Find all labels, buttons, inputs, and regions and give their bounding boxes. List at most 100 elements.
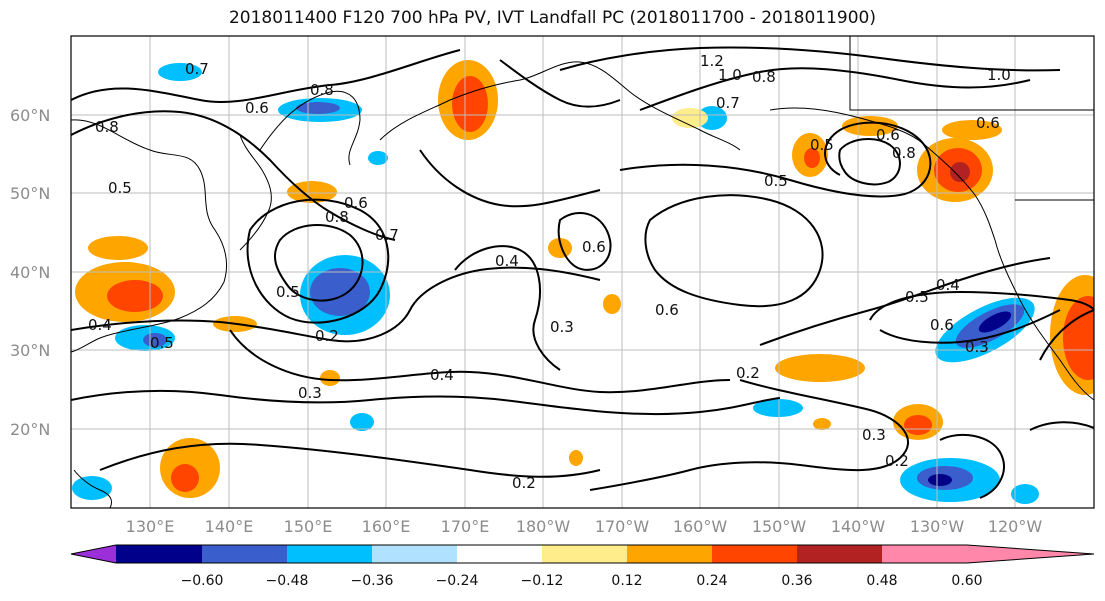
colorbar-segment	[202, 545, 287, 563]
positive-anomaly-shading	[548, 238, 572, 258]
contour-line	[246, 198, 390, 324]
colorbar-segment	[542, 545, 627, 563]
colorbar: −0.60 −0.48 −0.36 −0.24 −0.12 0.12 0.24 …	[70, 544, 1095, 589]
na-west-coast	[769, 107, 1094, 401]
latitude-label: 60°N	[10, 106, 50, 125]
colorbar-tick-label: −0.48	[266, 573, 309, 589]
colorbar-tick-label: 0.24	[696, 573, 727, 589]
positive-anomaly-shading	[950, 162, 970, 182]
positive-anomaly-shading	[942, 120, 1002, 140]
positive-anomaly-shading	[452, 76, 488, 132]
positive-anomaly-shading	[672, 108, 708, 128]
negative-anomaly-shading	[1011, 484, 1039, 504]
latitude-label: 40°N	[10, 263, 50, 282]
contour-label: 0.6	[876, 126, 900, 144]
contour-label: 0.6	[655, 301, 679, 319]
longitude-label: 130°W	[910, 517, 965, 536]
longitude-label: 160°W	[673, 517, 728, 536]
positive-anomaly-shading	[904, 415, 932, 435]
contour-line	[639, 67, 1031, 111]
longitude-label: 140°W	[831, 517, 886, 536]
positive-anomaly-shading	[171, 464, 199, 492]
contour-line	[99, 442, 601, 478]
island-coast	[73, 469, 113, 508]
contour-line	[499, 59, 621, 108]
colorbar-tick-label: 0.48	[866, 573, 897, 589]
negative-anomaly-shading	[350, 413, 374, 431]
contour-label: 0.2	[736, 364, 760, 382]
negative-anomaly-shading	[978, 311, 1012, 333]
contour-label: 0.6	[582, 238, 606, 256]
contour-label: 0.8	[752, 68, 776, 86]
contour-label: 0.3	[550, 318, 574, 336]
longitude-label: 120°W	[988, 517, 1043, 536]
contour-line	[619, 121, 932, 198]
latitude-label: 20°N	[10, 420, 50, 439]
negative-anomaly-shading	[368, 151, 388, 165]
pv-contours	[71, 46, 1094, 499]
negative-anomaly-shading	[928, 474, 952, 486]
colorbar-segment	[287, 545, 372, 563]
contour-label: 0.2	[512, 474, 536, 492]
contour-label: 0.3	[965, 338, 989, 356]
contour-label: 0.8	[95, 118, 119, 136]
colorbar-segment	[882, 545, 967, 563]
contour-line	[869, 290, 1094, 321]
contour-line	[1039, 309, 1094, 361]
colorbar-segment	[457, 545, 542, 563]
contour-line	[71, 49, 461, 104]
contour-line	[1029, 421, 1094, 431]
positive-anomaly-shading	[287, 181, 337, 203]
longitude-label: 150°W	[752, 517, 807, 536]
colorbar-segment	[372, 545, 457, 563]
contour-label: 0.5	[276, 283, 300, 301]
colorbar-tick-label: −0.24	[436, 573, 479, 589]
colorbar-outline	[70, 544, 1095, 564]
longitude-label: 170°E	[441, 517, 490, 536]
contour-label: 0.5	[810, 136, 834, 154]
contour-label: 0.8	[325, 208, 349, 226]
contour-label: 0.7	[185, 60, 209, 78]
contour-line	[273, 224, 364, 302]
contour-label: 1.0	[718, 66, 742, 84]
contour-labels: 0.7 0.8 0.6 0.8 0.5 0.6 0.8 0.7 0.5 0.4 …	[88, 52, 1011, 492]
positive-anomaly-shading	[107, 280, 163, 312]
contour-label: 0.2	[315, 327, 339, 345]
contour-label: 0.4	[430, 366, 454, 384]
contour-line	[838, 138, 901, 186]
colorbar-tick-label: 0.60	[951, 573, 982, 589]
contour-line	[939, 433, 1005, 499]
contour-line	[644, 194, 824, 308]
kamchatka-coast	[259, 90, 361, 166]
contour-label: 0.6	[930, 316, 954, 334]
contour-label: 0.7	[716, 94, 740, 112]
negative-anomaly-shading	[697, 106, 727, 130]
longitude-label: 170°W	[595, 517, 650, 536]
coastlines	[71, 36, 1094, 508]
colorbar-tick-label: −0.36	[351, 573, 394, 589]
latitude-axis: 60°N 50°N 40°N 30°N 20°N	[10, 106, 50, 439]
contour-label: 0.8	[892, 144, 916, 162]
colorbar-tick-label: 0.12	[611, 573, 642, 589]
graticule	[71, 36, 1094, 508]
contour-line	[559, 46, 1061, 72]
colorbar-tick-label: 0.36	[781, 573, 812, 589]
contour-line	[419, 149, 601, 208]
colorbar-segment	[797, 545, 882, 563]
contour-line	[71, 266, 601, 343]
positive-anomaly-shading	[603, 294, 621, 314]
positive-anomaly-shading	[569, 450, 583, 466]
longitude-label: 150°E	[284, 517, 333, 536]
colorbar-tick-label: −0.12	[521, 573, 564, 589]
longitude-axis: 130°E 140°E 150°E 160°E 170°E 180°W 170°…	[126, 517, 1043, 536]
positive-anomaly-shading	[813, 418, 831, 430]
contour-line	[557, 211, 612, 271]
longitude-label: 140°E	[205, 517, 254, 536]
negative-anomaly-shading	[310, 268, 370, 316]
contour-line	[454, 245, 561, 371]
colorbar-segment	[712, 545, 797, 563]
contour-label: 0.7	[375, 226, 399, 244]
positive-anomaly-shading	[804, 148, 820, 168]
contour-label: 0.5	[764, 172, 788, 190]
contour-label: 0.4	[936, 276, 960, 294]
